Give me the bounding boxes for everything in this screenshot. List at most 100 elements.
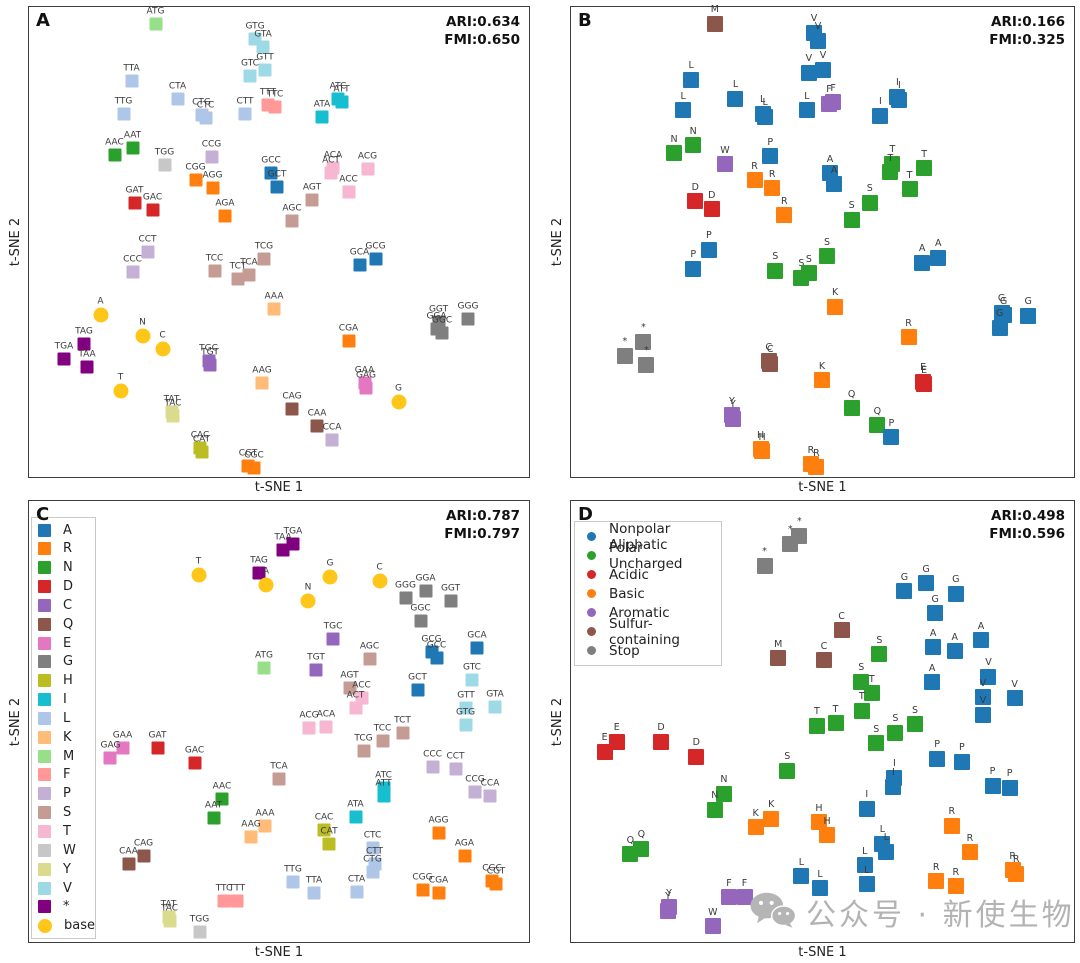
marker-label: CAT (192, 434, 211, 445)
marker-G: G (918, 565, 935, 592)
marker-label: S (873, 723, 880, 735)
marker-label: CTC (196, 100, 215, 111)
legend-swatch (38, 674, 51, 688)
marker-label: GTC (463, 662, 481, 673)
marker-label: T (814, 706, 820, 718)
marker-G: G (391, 384, 406, 410)
marker-label: GTG (245, 21, 265, 32)
legend-label: L (63, 710, 71, 726)
marker-label: ACC (352, 680, 371, 691)
scatter-markers-A: ATG GTG GTA GTC GTT TTA CTA CTG CTC TTG CTT TTT TTC A… (29, 7, 529, 477)
marker-S: S (767, 252, 784, 279)
legend-swatch (587, 608, 596, 617)
marker-TAG: TAG (250, 556, 268, 580)
marker-L: L (856, 847, 873, 874)
marker-AGT: AGT (340, 671, 359, 695)
marker-K: K (763, 800, 780, 827)
marker-TCC: TCC (374, 724, 391, 748)
marker-V: V (974, 679, 991, 706)
marker-L: L (811, 870, 828, 897)
marker-I: I (872, 97, 889, 124)
marker-C: C (372, 563, 387, 589)
marker-label: S (912, 704, 919, 716)
marker-G: G (995, 297, 1012, 324)
marker-label: L (879, 824, 885, 836)
marker-*: * (635, 323, 652, 350)
marker-Y: Y (660, 892, 677, 919)
marker-label: L (883, 832, 890, 844)
legend-swatch (38, 825, 51, 838)
marker-label: E (920, 362, 927, 374)
marker-V: V (974, 696, 991, 723)
marker-label: CTT (236, 96, 254, 107)
marker-P: P (762, 138, 779, 165)
marker-label: TAA (78, 349, 96, 360)
legend-label: T (63, 824, 71, 839)
marker-CAT: CAT (193, 435, 210, 459)
marker-G: G (927, 595, 944, 622)
marker-label: TCG (354, 733, 373, 744)
plot-area-A: A ARI:0.634 FMI:0.650 ATG GTG GTA GTC GTT TTA… (28, 6, 530, 478)
marker-TCA: TCA (240, 258, 258, 282)
marker-label: I (892, 767, 895, 779)
marker-K: K (747, 809, 764, 836)
marker-label: K (752, 807, 759, 819)
legend-swatch (38, 768, 51, 782)
legend-item-Aromatic: Aromatic (583, 605, 713, 621)
marker-CGG: CGG (185, 163, 206, 187)
marker-ACC: ACC (339, 175, 358, 199)
marker-T: T (901, 171, 918, 198)
marker-label: AAG (252, 365, 272, 376)
marker-label: GTC (241, 58, 259, 69)
marker-label: E (613, 722, 620, 734)
marker-label: CCA (480, 778, 500, 789)
marker-label: AGG (202, 170, 223, 181)
legend-item-E: E (38, 636, 95, 651)
marker-label: A (262, 566, 270, 577)
panel-letter-D: D (578, 504, 593, 525)
marker-label: N (139, 317, 146, 328)
scatter-markers-D: * * * C M C G G G G A A A A S S S S S S T T T T V V V V E E D D P P P P I I I N… (571, 501, 1074, 942)
marker-label: GTT (457, 690, 475, 701)
marker-label: V (819, 50, 827, 61)
marker-GCT: GCT (408, 673, 427, 697)
marker-label: TAT (163, 394, 180, 405)
legend-item-Acidic: Acidic (583, 567, 713, 583)
marker-label: GGT (428, 304, 449, 315)
marker-label: L (688, 60, 694, 72)
marker-label: TGA (283, 526, 303, 537)
marker-label: G (395, 383, 402, 394)
legend-item-K: K (38, 730, 95, 745)
marker-L: L (798, 92, 815, 119)
legend-label: Y (63, 861, 71, 877)
marker-R: R (1008, 855, 1025, 882)
marker-TAC: TAC (161, 904, 178, 928)
marker-label: CCG (201, 139, 222, 150)
marker-A: A (925, 629, 942, 656)
marker-GAG: GAG (356, 371, 376, 395)
marker-label: TTG (114, 96, 133, 107)
marker-label: I (878, 96, 882, 108)
marker-S: S (779, 752, 796, 779)
legend-swatch (38, 655, 51, 669)
marker-label: R (1009, 850, 1016, 862)
marker-label: TAG (250, 555, 268, 566)
marker-label: Y (729, 395, 735, 407)
legend-swatch (587, 551, 596, 560)
marker-label: GCC (426, 640, 447, 651)
marker-label: M (774, 638, 783, 650)
legend-item-Basic: Basic (583, 586, 713, 602)
panel-letter-A: A (36, 10, 50, 31)
marker-K: K (827, 288, 844, 315)
marker-label: T (889, 144, 896, 155)
marker-CGA: CGA (339, 324, 358, 348)
marker-G: G (1020, 297, 1037, 324)
marker-label: CTA (168, 81, 187, 92)
marker-label: TGC (323, 621, 343, 632)
legend-label: N (63, 560, 73, 576)
marker-TTC: TTC (267, 90, 283, 114)
marker-GCC: GCC (427, 641, 446, 665)
marker-label: V (814, 21, 822, 33)
marker-CTC: CTC (197, 101, 214, 125)
marker-label: ACC (339, 174, 358, 185)
